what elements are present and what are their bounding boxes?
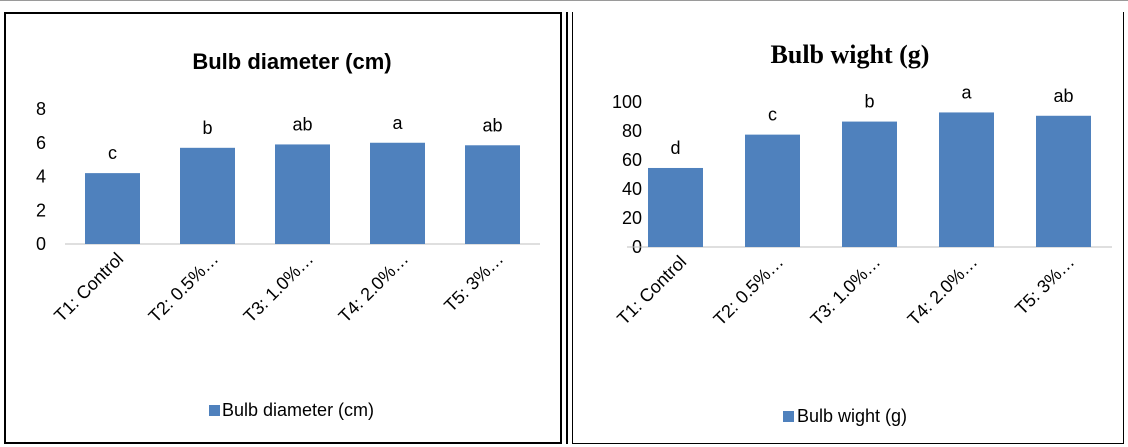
bars — [648, 112, 1091, 248]
bar — [180, 147, 235, 244]
data-label: c — [108, 143, 117, 163]
y-tick-label: 8 — [36, 99, 46, 119]
bar — [370, 142, 425, 244]
y-tick-label: 100 — [612, 92, 642, 112]
data-label: ab — [482, 115, 502, 135]
legend: Bulb diameter (cm) — [209, 400, 374, 420]
y-tick-label: 2 — [36, 200, 46, 220]
y-tick-label: 80 — [622, 121, 642, 141]
bar — [275, 144, 330, 244]
bar — [648, 167, 703, 247]
x-tick-label: T4: 2.0%… — [904, 252, 982, 330]
x-tick-label: T5: 3%… — [1011, 252, 1078, 319]
y-tick-label: 20 — [622, 208, 642, 228]
y-tick-label: 6 — [36, 133, 46, 153]
bar — [745, 134, 800, 247]
data-label: d — [670, 138, 680, 158]
legend: Bulb wight (g) — [783, 406, 907, 426]
x-axis-tick-labels: T1: Control T2: 0.5%… T3: 1.0%… T4: 2.0%… T5… — [50, 249, 507, 327]
x-tick-label: T1: Control — [50, 249, 127, 326]
x-axis-tick-labels: T1: Control T2: 0.5%… T3: 1.0%… T4: 2.0%… T5… — [613, 252, 1078, 330]
bars — [85, 142, 520, 244]
data-label: ab — [292, 114, 312, 134]
y-tick-label: 4 — [36, 167, 46, 187]
y-tick-label: 60 — [622, 150, 642, 170]
data-label: a — [961, 82, 972, 102]
data-labels: c b ab a ab — [108, 113, 503, 163]
bar — [465, 145, 520, 244]
legend-swatch — [783, 411, 794, 422]
data-label: c — [768, 105, 777, 125]
y-tick-label: 0 — [36, 234, 46, 254]
page-top-rule — [0, 0, 1128, 1]
data-label: ab — [1053, 86, 1073, 106]
bar — [1036, 115, 1091, 248]
chart-frame-left-inner-border — [566, 12, 568, 444]
bar — [842, 121, 897, 247]
bar — [939, 112, 994, 247]
legend-entry: Bulb diameter (cm) — [222, 400, 374, 420]
chart-frame-right — [572, 12, 1124, 444]
chart-frame-left — [4, 12, 562, 444]
data-labels: d c b a ab — [670, 82, 1073, 158]
data-label: b — [864, 92, 874, 112]
chart-title: Bulb wight (g) — [771, 40, 930, 69]
data-label: b — [202, 118, 212, 138]
x-tick-label: T3: 1.0%… — [240, 249, 318, 327]
x-tick-label: T3: 1.0%… — [807, 252, 885, 330]
data-label: a — [392, 113, 403, 133]
bar — [85, 173, 140, 244]
x-tick-label: T2: 0.5%… — [710, 252, 788, 330]
x-tick-label: T4: 2.0%… — [335, 249, 413, 327]
chart-title: Bulb diameter (cm) — [192, 49, 391, 74]
y-tick-label: 40 — [622, 179, 642, 199]
chart-bulb-diameter: Bulb diameter (cm) 0 2 4 6 8 c b ab a ab T1: Con… — [36, 49, 540, 420]
y-axis-ticks: 0 2 4 6 8 — [36, 99, 46, 254]
x-tick-label: T5: 3%… — [440, 249, 507, 316]
x-tick-label: T2: 0.5%… — [145, 249, 223, 327]
legend-swatch — [209, 405, 220, 416]
legend-entry: Bulb wight (g) — [797, 406, 907, 426]
x-tick-label: T1: Control — [613, 252, 690, 329]
